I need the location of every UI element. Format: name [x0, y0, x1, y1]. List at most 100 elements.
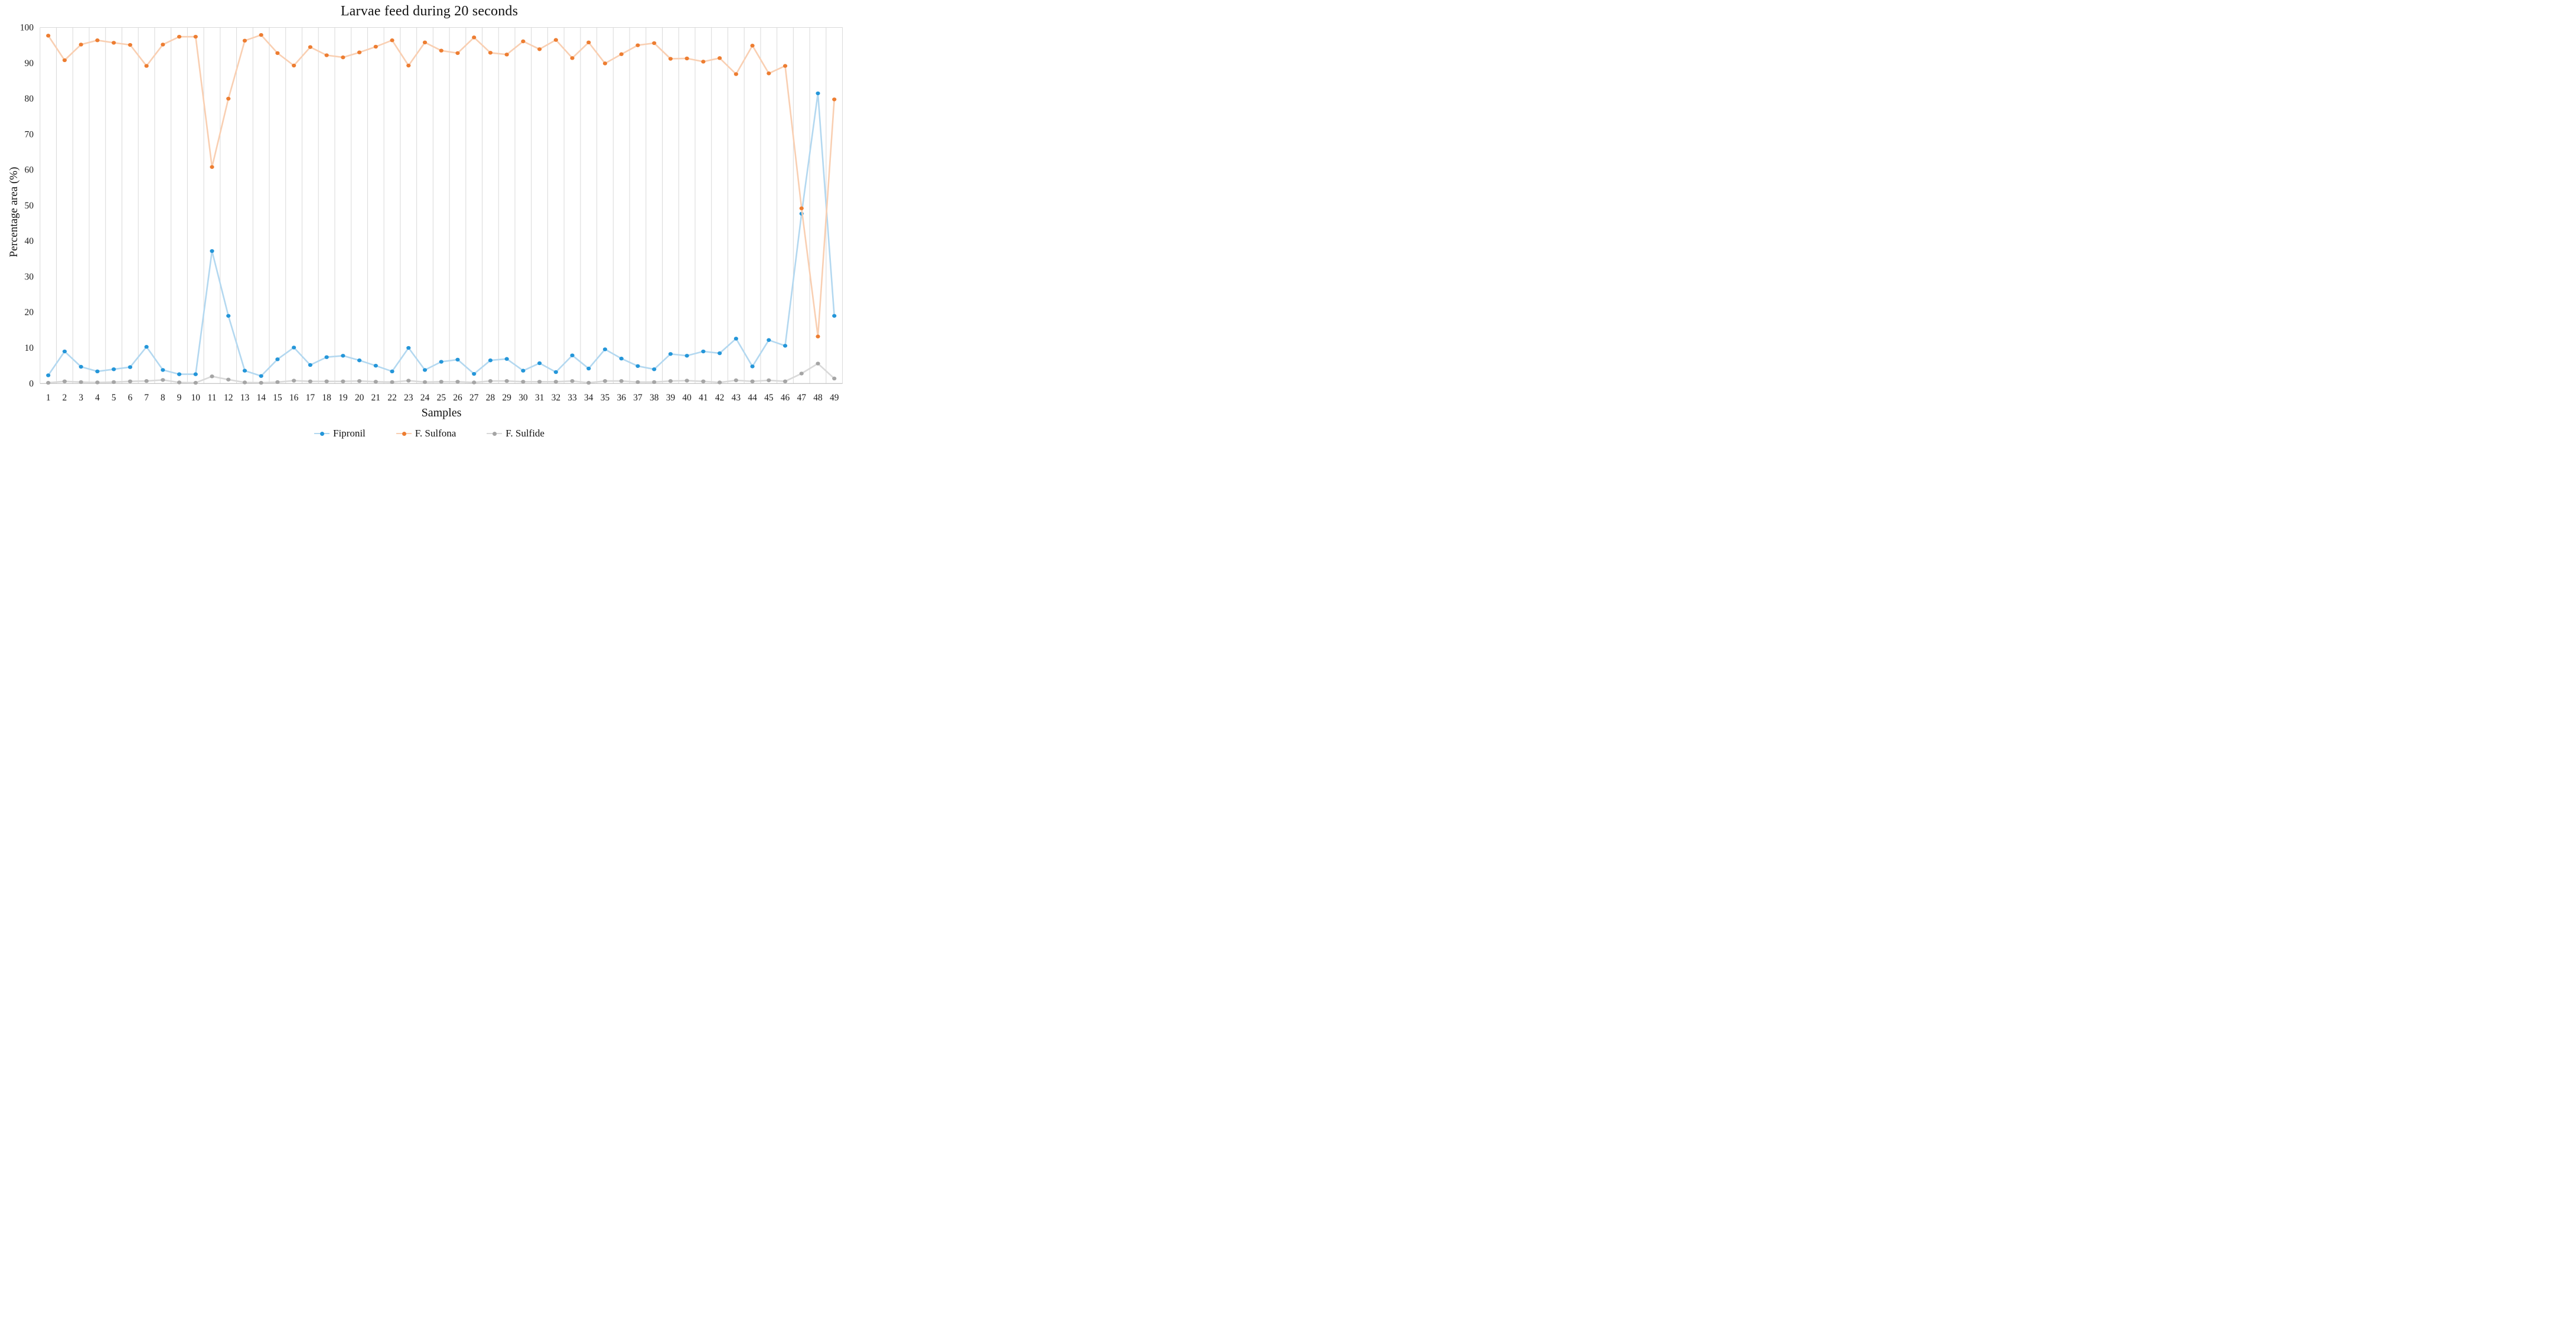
data-point [521, 369, 526, 373]
data-point [439, 360, 444, 364]
data-point [733, 72, 738, 76]
data-point [488, 358, 493, 363]
data-point [832, 314, 837, 318]
legend-item-f-sulfona: F. Sulfona [396, 428, 456, 439]
legend-label: F. Sulfide [506, 428, 544, 439]
data-point [324, 379, 329, 383]
data-point [521, 39, 526, 44]
data-point [733, 378, 738, 383]
data-point [553, 38, 558, 42]
data-point [242, 380, 247, 384]
data-point [602, 347, 608, 351]
legend-item-fipronil: Fipronil [314, 428, 366, 439]
data-point [226, 377, 231, 382]
svg-text:43: 43 [732, 393, 741, 403]
svg-text:14: 14 [256, 393, 266, 403]
data-point [324, 355, 329, 359]
data-point [341, 354, 345, 358]
data-point [553, 370, 558, 374]
data-point [259, 374, 263, 378]
y-tick-labels: 0 10 20 30 40 50 60 70 80 90 100 [20, 23, 34, 389]
data-point [357, 358, 362, 363]
data-point [259, 32, 263, 37]
data-point [226, 314, 231, 318]
svg-text:50: 50 [25, 201, 34, 211]
data-point [472, 35, 477, 40]
f-sulfide-line-marker-icon [487, 431, 503, 436]
data-point [782, 344, 788, 348]
svg-text:16: 16 [289, 393, 299, 403]
data-point [390, 38, 394, 43]
data-point [95, 38, 100, 43]
data-point [62, 379, 67, 383]
data-point [292, 379, 296, 383]
data-point [193, 34, 198, 39]
data-point [504, 379, 509, 383]
data-point [242, 369, 247, 373]
svg-text:32: 32 [552, 393, 561, 403]
svg-text:39: 39 [666, 393, 676, 403]
data-point [733, 337, 738, 341]
f-sulfona-line-marker-icon [396, 431, 412, 436]
svg-text:90: 90 [25, 58, 34, 69]
svg-text:2: 2 [63, 393, 67, 403]
data-point [586, 380, 591, 385]
data-point [210, 165, 214, 169]
data-point [455, 357, 460, 362]
data-point [619, 356, 624, 361]
svg-text:11: 11 [208, 393, 217, 403]
data-point [602, 61, 608, 66]
svg-text:37: 37 [633, 393, 643, 403]
data-point [619, 52, 624, 56]
data-point [406, 63, 411, 68]
data-point [488, 51, 493, 55]
data-point [455, 380, 460, 384]
svg-text:4: 4 [95, 393, 100, 403]
svg-text:46: 46 [781, 393, 790, 403]
svg-text:41: 41 [699, 393, 708, 403]
data-point [718, 351, 722, 356]
data-point [128, 379, 132, 383]
data-point [439, 380, 444, 384]
data-point [275, 357, 280, 361]
svg-text:24: 24 [420, 393, 430, 403]
data-point [832, 376, 837, 381]
svg-text:21: 21 [371, 393, 381, 403]
data-point [275, 51, 280, 56]
svg-text:8: 8 [161, 393, 165, 403]
line-chart-figure: Larvae feed during 20 seconds Percentage… [0, 0, 859, 445]
svg-text:3: 3 [79, 393, 83, 403]
svg-text:30: 30 [519, 393, 528, 403]
svg-text:15: 15 [273, 393, 282, 403]
data-point [422, 40, 428, 45]
y-axis-title: Percentage area (%) [8, 167, 20, 258]
svg-text:25: 25 [436, 393, 446, 403]
series-fipronil [46, 91, 837, 378]
data-point [668, 57, 673, 61]
data-point [684, 56, 689, 61]
svg-text:30: 30 [25, 272, 34, 282]
data-point [718, 380, 722, 384]
svg-text:38: 38 [650, 393, 659, 403]
data-point [161, 43, 165, 47]
data-point [635, 43, 640, 47]
legend-label: F. Sulfona [415, 428, 456, 439]
data-point [816, 361, 820, 366]
series-f-sulfide [46, 361, 837, 385]
data-point [275, 380, 280, 384]
data-point [782, 379, 788, 383]
data-point [750, 379, 755, 383]
data-point [406, 379, 411, 383]
data-point [308, 363, 312, 367]
data-point [46, 373, 51, 377]
series-f-sulfona [46, 32, 837, 338]
svg-text:1: 1 [46, 393, 51, 403]
data-point [62, 58, 67, 63]
svg-text:20: 20 [355, 393, 364, 403]
data-point [226, 96, 231, 101]
data-point [95, 369, 100, 374]
data-point [668, 379, 673, 383]
chart-title: Larvae feed during 20 seconds [340, 4, 519, 19]
data-point [422, 380, 428, 384]
data-point [308, 379, 312, 383]
